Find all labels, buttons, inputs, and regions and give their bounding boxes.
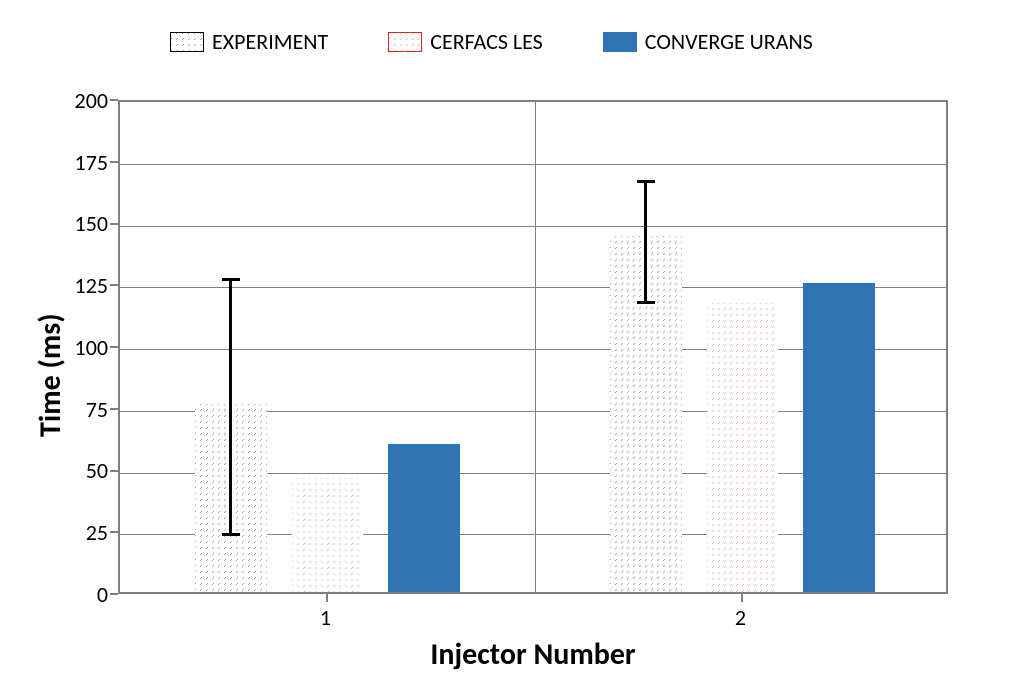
- ytick-label: 50: [58, 457, 108, 484]
- gridline-v: [535, 102, 536, 592]
- ytick-label: 75: [58, 396, 108, 423]
- error-cap-top: [222, 278, 240, 281]
- legend-swatch: [388, 32, 422, 52]
- xtick-mark: [326, 594, 328, 602]
- bar-converge: [388, 444, 460, 592]
- ytick-label: 100: [58, 334, 108, 361]
- legend: EXPERIMENT CERFACS LES CONVERGE URANS: [170, 28, 813, 55]
- ytick-mark: [110, 531, 118, 533]
- ytick-mark: [110, 99, 118, 101]
- xtick-label: 2: [711, 604, 771, 631]
- ytick-label: 25: [58, 519, 108, 546]
- legend-label: EXPERIMENT: [212, 28, 328, 55]
- error-cap-bottom: [222, 533, 240, 536]
- x-axis-label: Injector Number: [118, 636, 948, 673]
- ytick-mark: [110, 346, 118, 348]
- ytick-label: 0: [58, 581, 108, 608]
- ytick-mark: [110, 284, 118, 286]
- plot-area: [118, 100, 948, 594]
- ytick-label: 175: [58, 149, 108, 176]
- legend-swatch: [170, 32, 204, 52]
- bar-cerfacs: [707, 303, 779, 592]
- gridline-h: [120, 164, 946, 165]
- legend-item: CERFACS LES: [388, 28, 543, 55]
- gridline-h: [120, 226, 946, 227]
- ytick-mark: [110, 161, 118, 163]
- ytick-mark: [110, 408, 118, 410]
- bar-converge: [803, 283, 875, 592]
- legend-label: CONVERGE URANS: [645, 28, 813, 55]
- error-bar: [644, 181, 647, 302]
- legend-label: CERFACS LES: [430, 28, 543, 55]
- bar-cerfacs: [292, 478, 364, 592]
- legend-item: EXPERIMENT: [170, 28, 328, 55]
- ytick-label: 125: [58, 272, 108, 299]
- legend-item: CONVERGE URANS: [603, 28, 813, 55]
- legend-swatch: [603, 32, 637, 52]
- ytick-mark: [110, 470, 118, 472]
- chart-canvas: EXPERIMENTCERFACS LESCONVERGE URANS Time…: [0, 0, 1018, 691]
- ytick-label: 200: [58, 87, 108, 114]
- xtick-label: 1: [296, 604, 356, 631]
- ytick-label: 150: [58, 210, 108, 237]
- ytick-mark: [110, 223, 118, 225]
- error-cap-bottom: [637, 301, 655, 304]
- xtick-mark: [741, 594, 743, 602]
- ytick-mark: [110, 593, 118, 595]
- error-bar: [229, 280, 232, 534]
- error-cap-top: [637, 180, 655, 183]
